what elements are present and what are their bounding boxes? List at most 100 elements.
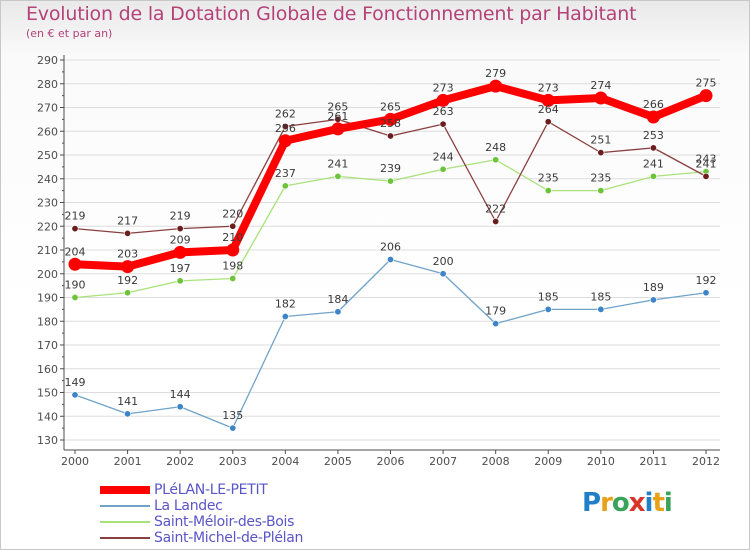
x-tick-label: 2005 (324, 455, 352, 468)
x-tick-label: 2007 (429, 455, 457, 468)
data-label: 200 (433, 255, 454, 268)
legend-label: La Landec (154, 498, 223, 514)
data-label: 198 (222, 260, 243, 273)
data-label: 141 (117, 395, 138, 408)
chart-subtitle: (en € et par an) (26, 27, 113, 40)
data-point (492, 218, 500, 226)
data-point (68, 257, 82, 271)
data-point (226, 243, 240, 257)
proxiti-logo: Proxiti (582, 488, 673, 518)
data-label: 251 (590, 134, 611, 147)
x-tick-label: 2009 (534, 455, 562, 468)
x-tick-label: 2002 (166, 455, 194, 468)
data-point (124, 229, 132, 237)
data-point (702, 289, 710, 297)
data-point (649, 296, 657, 304)
data-point (176, 225, 184, 233)
data-label: 275 (696, 77, 717, 90)
data-point (176, 277, 184, 285)
data-label: 189 (643, 281, 664, 294)
legend-label: Saint-Méloir-des-Bois (154, 514, 295, 530)
data-point (331, 122, 345, 136)
data-point (544, 118, 552, 126)
data-point (384, 112, 397, 126)
data-label: 248 (485, 141, 506, 154)
data-label: 182 (275, 298, 296, 311)
y-tick-label: 190 (37, 292, 58, 305)
data-point (702, 172, 710, 180)
y-tick-label: 130 (37, 434, 58, 447)
chart-title: Evolution de la Dotation Globale de Fonc… (26, 3, 637, 25)
data-label: 209 (170, 233, 191, 246)
data-point (334, 172, 342, 180)
data-point (597, 305, 605, 313)
data-label: 263 (433, 105, 454, 118)
data-label: 184 (327, 293, 348, 306)
y-tick-label: 260 (37, 125, 58, 138)
data-point (649, 172, 657, 180)
data-label: 219 (65, 210, 86, 223)
x-tick-label: 2010 (587, 455, 615, 468)
data-point (649, 144, 657, 152)
logo-letter: i (644, 488, 654, 518)
data-label: 243 (696, 153, 717, 166)
y-tick-label: 280 (37, 78, 58, 91)
data-label: 185 (590, 290, 611, 303)
data-label: 241 (696, 157, 717, 170)
data-label: 210 (222, 231, 243, 244)
data-point (176, 403, 184, 411)
data-label: 237 (275, 167, 296, 180)
data-label: 192 (696, 274, 717, 287)
data-point (229, 274, 237, 282)
data-label: 179 (485, 305, 506, 318)
x-tick-label: 2008 (482, 455, 510, 468)
data-point (124, 289, 132, 297)
y-tick-label: 210 (37, 244, 58, 257)
legend-label: PLéLAN-LE-PETIT (154, 482, 268, 498)
data-point (699, 89, 713, 103)
y-tick-label: 170 (37, 339, 58, 352)
data-label: 253 (643, 129, 664, 142)
data-label: 273 (538, 81, 559, 94)
data-label: 241 (327, 157, 348, 170)
data-label: 235 (590, 172, 611, 185)
legend-label: Saint-Michel-de-Plélan (154, 530, 304, 546)
data-point (278, 134, 292, 148)
data-point (492, 320, 500, 328)
data-point (121, 260, 135, 274)
y-tick-label: 220 (37, 220, 58, 233)
data-point (439, 120, 447, 128)
data-point (124, 410, 132, 418)
data-label: 217 (117, 214, 138, 227)
y-tick-label: 140 (37, 410, 58, 423)
data-label: 256 (275, 122, 296, 135)
data-point (173, 245, 187, 259)
y-tick-label: 200 (37, 268, 58, 281)
data-point (544, 305, 552, 313)
y-tick-label: 270 (37, 102, 58, 115)
data-label: 135 (222, 409, 243, 422)
y-tick-label: 240 (37, 173, 58, 186)
x-tick-label: 2012 (692, 455, 720, 468)
x-tick-label: 2003 (219, 455, 247, 468)
data-label: 241 (643, 157, 664, 170)
data-point (436, 93, 450, 107)
y-tick-label: 150 (37, 387, 58, 400)
x-tick-label: 2011 (639, 455, 667, 468)
data-point (334, 308, 342, 316)
data-point (281, 312, 289, 320)
data-label: 149 (65, 376, 86, 389)
x-tick-label: 2001 (114, 455, 142, 468)
logo-letter: t (652, 488, 664, 518)
data-point (541, 93, 555, 107)
data-label: 220 (222, 207, 243, 220)
data-label: 273 (433, 81, 454, 94)
data-label: 192 (117, 274, 138, 287)
data-point (594, 91, 608, 105)
data-label: 266 (643, 98, 664, 111)
x-tick-label: 2004 (271, 455, 299, 468)
data-point (489, 79, 503, 93)
data-label: 206 (380, 241, 401, 254)
data-label: 144 (170, 388, 191, 401)
